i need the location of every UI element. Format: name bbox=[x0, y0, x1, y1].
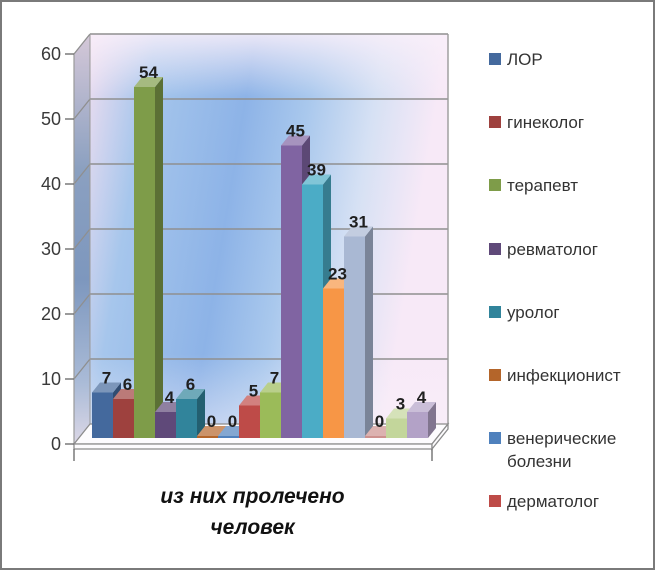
bar-top bbox=[302, 174, 331, 185]
data-label-4: 4 bbox=[165, 388, 175, 407]
bar-front bbox=[260, 392, 281, 438]
floor-side bbox=[431, 422, 449, 451]
bar-front bbox=[197, 436, 218, 438]
legend-label: терапевт bbox=[507, 176, 579, 196]
y-tick-label-20: 20 bbox=[41, 304, 61, 324]
y-tick-label-0: 0 bbox=[51, 434, 61, 454]
bar-front bbox=[176, 399, 197, 438]
legend-label: дерматолог bbox=[507, 492, 600, 512]
bar-series-13 bbox=[344, 226, 373, 438]
data-label-8: 5 bbox=[249, 382, 258, 401]
legend-swatch-icon bbox=[489, 242, 501, 255]
data-label-1: 7 bbox=[102, 369, 111, 388]
bar-side bbox=[197, 389, 205, 438]
bar-front bbox=[365, 436, 386, 438]
data-label-16: 4 bbox=[417, 388, 427, 407]
legend-swatch-icon bbox=[489, 53, 501, 65]
bar-series-3 bbox=[134, 77, 163, 438]
data-label-10: 45 bbox=[286, 122, 305, 141]
y-tick-label-40: 40 bbox=[41, 174, 61, 194]
y-tick-label-10: 10 bbox=[41, 369, 61, 389]
data-label-6: 0 bbox=[207, 412, 216, 431]
legend-label: инфекционист bbox=[507, 366, 621, 385]
legend-label: гинеколог bbox=[507, 113, 585, 133]
gridline-side-50 bbox=[73, 98, 91, 120]
legend-label: уролог bbox=[507, 302, 560, 322]
bar-side bbox=[155, 77, 163, 438]
category-axis-title: из них пролечено человек bbox=[90, 481, 415, 543]
legend-item-6: инфекционист bbox=[487, 364, 647, 387]
data-label-5: 6 bbox=[186, 375, 195, 394]
legend-item-3: терапевт bbox=[487, 174, 647, 197]
bar-top bbox=[407, 402, 436, 412]
legend-item-4: ревматолог bbox=[487, 238, 647, 261]
legend-swatch-icon bbox=[489, 369, 501, 381]
category-axis-title-line1: из них пролечено bbox=[160, 485, 345, 508]
data-label-9: 7 bbox=[270, 369, 279, 388]
bar-top bbox=[92, 382, 121, 393]
chart-legend: ЛОР гинеколог терапевт ревматолог уролог инфе… bbox=[487, 2, 652, 568]
gridline-side-40 bbox=[73, 163, 91, 185]
data-label-13: 31 bbox=[349, 213, 368, 232]
data-label-7: 0 bbox=[228, 412, 237, 431]
legend-swatch-icon bbox=[489, 495, 501, 508]
bar-front bbox=[134, 87, 155, 438]
legend-swatch-icon bbox=[489, 305, 501, 318]
data-label-15: 3 bbox=[396, 395, 405, 414]
bar-top bbox=[197, 426, 226, 436]
bar-series-16 bbox=[407, 402, 436, 438]
legend-item-7: венерические болезни bbox=[487, 427, 647, 473]
bar-top bbox=[134, 77, 163, 87]
bar-series-5 bbox=[176, 389, 205, 438]
bar-front bbox=[302, 184, 323, 438]
bar-front bbox=[344, 236, 365, 438]
bar-top bbox=[344, 226, 373, 237]
bar-front bbox=[155, 412, 176, 438]
y-tick-label-50: 50 bbox=[41, 109, 61, 129]
bar-side bbox=[365, 226, 373, 438]
bar-front bbox=[92, 392, 113, 438]
data-label-2: 6 bbox=[123, 375, 132, 394]
bar-front bbox=[218, 436, 239, 438]
gridline-side-10 bbox=[73, 358, 91, 380]
bar-side bbox=[428, 402, 436, 438]
bar-top bbox=[176, 389, 205, 399]
data-label-3: 54 bbox=[139, 63, 158, 82]
legend-item-2: гинеколог bbox=[487, 111, 647, 134]
floor-front bbox=[73, 443, 433, 450]
legend-label: венерические болезни bbox=[507, 429, 617, 472]
legend-label: ревматолог bbox=[507, 239, 598, 259]
legend-swatch-icon bbox=[489, 116, 501, 129]
legend-item-5: уролог bbox=[487, 301, 647, 324]
data-label-14: 0 bbox=[375, 412, 384, 431]
gridline-side-30 bbox=[73, 228, 91, 250]
bar-front bbox=[386, 418, 407, 438]
legend-item-1: ЛОР bbox=[487, 48, 647, 71]
gridline-side-60 bbox=[73, 33, 91, 55]
category-axis-title-line2: человек bbox=[210, 516, 295, 539]
data-label-12: 23 bbox=[328, 265, 347, 284]
gridline-side-20 bbox=[73, 293, 91, 315]
legend-label: ЛОР bbox=[507, 50, 543, 69]
bar-front bbox=[239, 405, 260, 438]
bar-front bbox=[323, 288, 344, 438]
bar-front bbox=[281, 145, 302, 438]
legend-swatch-icon bbox=[489, 432, 501, 445]
bar-top bbox=[281, 135, 310, 146]
y-tick-label-30: 30 bbox=[41, 239, 61, 259]
data-label-11: 39 bbox=[307, 161, 326, 180]
bar-front bbox=[407, 412, 428, 438]
legend-item-8: дерматолог bbox=[487, 490, 647, 513]
legend-swatch-icon bbox=[489, 179, 501, 192]
y-tick-label-60: 60 bbox=[41, 44, 61, 64]
bar-front bbox=[113, 399, 134, 438]
